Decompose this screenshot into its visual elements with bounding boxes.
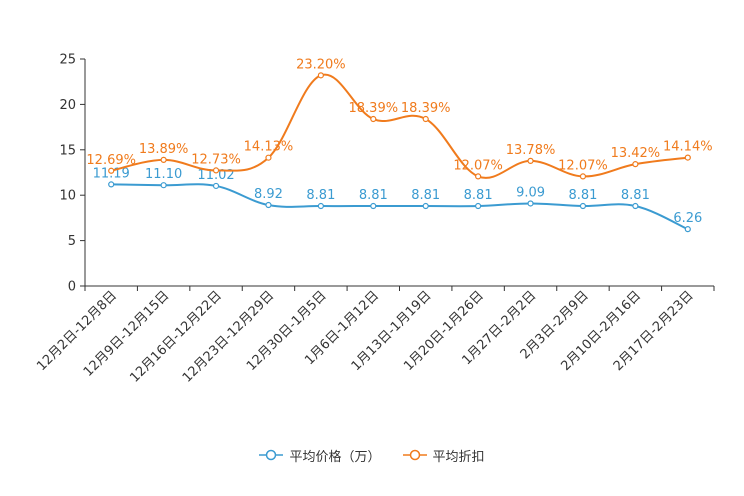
legend: 平均价格（万） 平均折扣 bbox=[0, 444, 744, 466]
series-0-data-label: 8.81 bbox=[464, 188, 493, 203]
series-1-point bbox=[632, 161, 639, 168]
series-1-point bbox=[212, 167, 220, 174]
chart-svg: 051015202512月2日-12月8日12月9日-12月15日12月16日-… bbox=[34, 53, 715, 386]
series-0-point bbox=[317, 202, 324, 210]
series-1-point bbox=[370, 115, 377, 123]
series-0-point bbox=[422, 202, 429, 210]
x-tick-label: 12月23日-12月29日 bbox=[180, 288, 277, 385]
series-1-point bbox=[108, 167, 115, 174]
series-1-data-label: 12.07% bbox=[558, 158, 608, 173]
series-0-point bbox=[212, 182, 220, 190]
series-0-data-label: 8.92 bbox=[254, 187, 283, 202]
y-tick-label: 25 bbox=[59, 53, 76, 68]
series-0-point bbox=[632, 202, 639, 210]
series-1-data-label: 13.89% bbox=[139, 142, 189, 157]
series-1-data-label: 13.42% bbox=[611, 146, 661, 161]
series-0-point bbox=[265, 201, 272, 209]
y-tick-label: 5 bbox=[68, 234, 76, 249]
series-0-point bbox=[527, 200, 534, 207]
series-0-data-label: 11.10 bbox=[145, 167, 182, 182]
series-0-point bbox=[160, 182, 167, 189]
series-0-data-label: 9.09 bbox=[516, 185, 545, 200]
x-tick-label: 12月16日-12月22日 bbox=[127, 288, 224, 385]
series-0-data-label: 8.81 bbox=[306, 188, 335, 203]
series-1-point bbox=[422, 115, 429, 123]
series-1-data-label: 14.13% bbox=[244, 140, 294, 155]
series-0-data-label: 8.81 bbox=[359, 188, 388, 203]
y-tick-label: 10 bbox=[59, 189, 76, 204]
series-1-data-label: 18.39% bbox=[349, 101, 399, 116]
series-0-data-label: 8.81 bbox=[568, 188, 597, 203]
legend-discount-icon bbox=[402, 449, 427, 461]
legend-price-icon bbox=[259, 449, 284, 461]
series-1-point bbox=[317, 72, 324, 79]
series-0-point bbox=[370, 202, 377, 210]
series-1-point bbox=[684, 154, 691, 161]
series-1-data-label: 13.78% bbox=[506, 143, 556, 158]
series-0-point bbox=[684, 226, 691, 233]
series-1-point bbox=[579, 173, 587, 180]
y-tick-label: 20 bbox=[59, 98, 76, 113]
legend-item-discount[interactable]: 平均折扣 bbox=[402, 446, 485, 465]
series-1-data-label: 12.69% bbox=[86, 153, 136, 168]
legend-price-marker bbox=[266, 449, 277, 461]
series-1-data-label: 12.73% bbox=[191, 152, 241, 167]
series-0-point bbox=[475, 202, 482, 210]
series-0-point bbox=[108, 181, 115, 188]
series-0-data-label: 11.19 bbox=[93, 166, 130, 181]
y-tick-label: 15 bbox=[59, 143, 76, 158]
series-1-data-label: 18.39% bbox=[401, 101, 451, 116]
series-1-point bbox=[527, 157, 534, 164]
series-0-data-label: 11.02 bbox=[197, 168, 234, 183]
series-1-point bbox=[265, 154, 272, 161]
legend-item-price[interactable]: 平均价格（万） bbox=[259, 446, 381, 465]
series-0-data-label: 8.81 bbox=[621, 188, 650, 203]
series-1-data-label: 14.14% bbox=[663, 140, 713, 155]
series-0-data-label: 8.81 bbox=[411, 188, 440, 203]
series-1-data-label: 12.07% bbox=[453, 158, 503, 173]
series-0-point bbox=[579, 202, 587, 210]
legend-price-label: 平均价格（万） bbox=[289, 449, 381, 465]
legend-discount-marker bbox=[409, 449, 420, 461]
series-1-point bbox=[160, 156, 167, 163]
legend-discount-label: 平均折扣 bbox=[432, 449, 485, 465]
series-line-0 bbox=[111, 183, 689, 231]
series-0-data-label: 6.26 bbox=[673, 211, 702, 226]
series-1-data-label: 23.20% bbox=[296, 57, 346, 72]
y-tick-label: 0 bbox=[68, 280, 76, 295]
series-1-point bbox=[475, 173, 482, 180]
